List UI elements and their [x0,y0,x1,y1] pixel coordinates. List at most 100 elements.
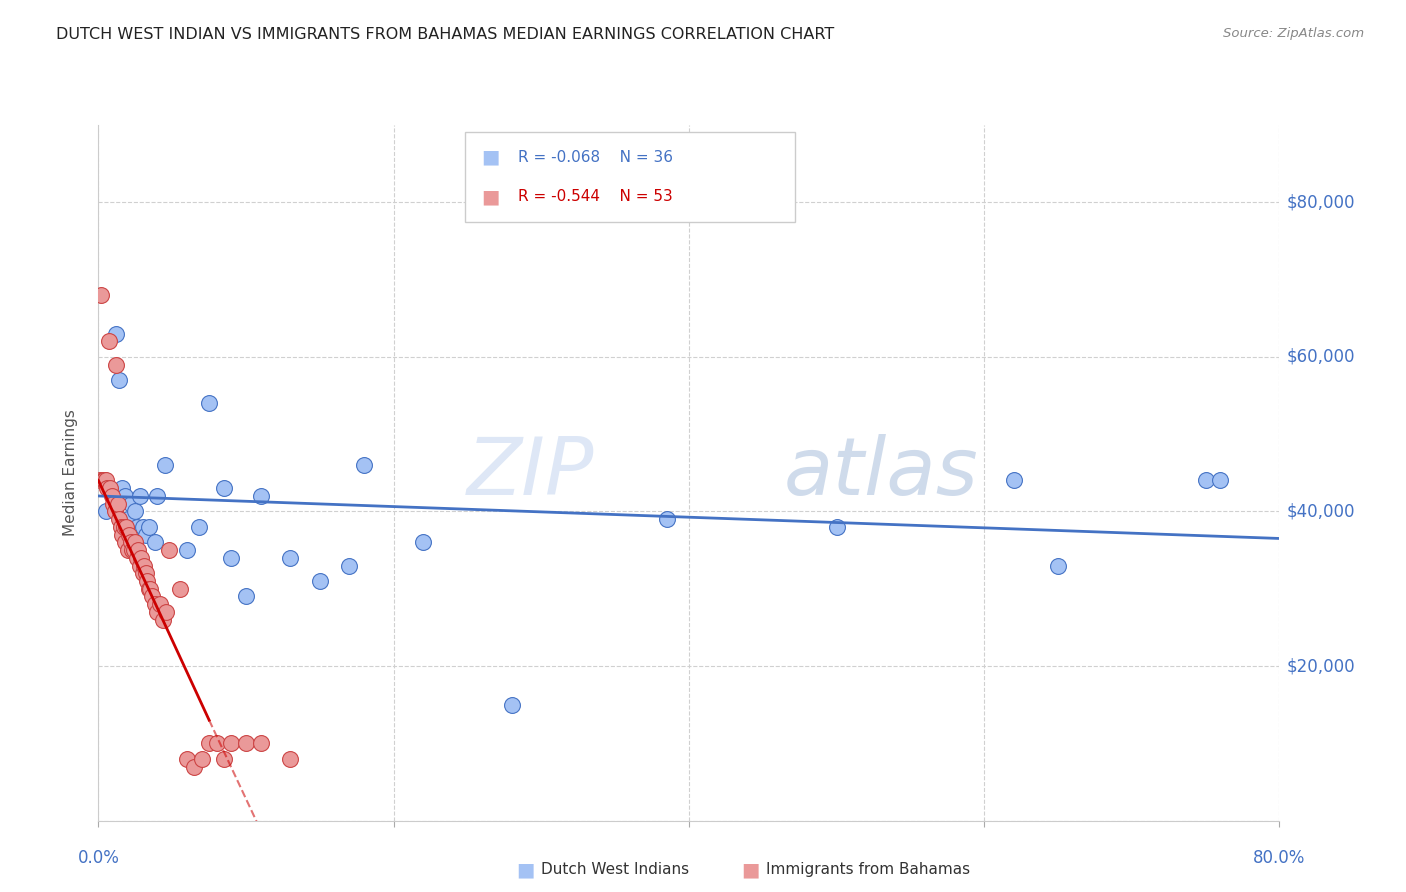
Point [157,543,180,558]
Point [212,481,235,495]
Point [153,458,176,472]
Point [121,543,143,558]
Point [152,613,174,627]
Point [124,504,146,518]
Point [111,527,134,541]
Point [250,736,273,750]
Point [117,512,139,526]
Point [104,504,127,518]
Point [127,543,149,558]
Text: $40,000: $40,000 [1286,502,1355,520]
Point [114,535,136,549]
Point [111,481,134,495]
Point [139,582,162,596]
Point [141,590,163,604]
Point [90,288,112,302]
Text: ■: ■ [481,148,499,167]
Point [110,520,132,534]
Point [412,535,434,549]
Point [108,512,131,526]
Text: $60,000: $60,000 [1286,348,1355,366]
Point [1002,474,1025,488]
Point [135,527,157,541]
Point [183,759,205,773]
Text: 80.0%: 80.0% [1253,849,1306,867]
Point [129,550,152,565]
Point [96,481,118,495]
Point [132,566,155,581]
Point [205,736,228,750]
Point [169,582,191,596]
Text: ZIP: ZIP [467,434,595,512]
Point [155,605,177,619]
Point [250,489,273,503]
Point [117,543,139,558]
Point [122,527,145,541]
Point [353,458,375,472]
Text: Dutch West Indians: Dutch West Indians [541,863,689,877]
Point [1209,474,1232,488]
Point [187,520,209,534]
Point [134,558,156,573]
Point [143,535,166,549]
Point [97,334,120,349]
Point [501,698,523,712]
Point [89,474,111,488]
Text: $80,000: $80,000 [1286,194,1355,211]
Point [105,326,128,341]
Point [94,504,117,518]
Point [825,520,848,534]
Point [122,543,145,558]
Point [146,605,169,619]
Text: ■: ■ [481,187,499,206]
Point [120,497,142,511]
Text: 0.0%: 0.0% [77,849,120,867]
Point [212,752,235,766]
Text: $20,000: $20,000 [1286,657,1355,675]
Point [235,590,257,604]
Point [655,512,678,526]
Point [98,481,121,495]
Point [107,497,129,511]
Text: R = -0.068    N = 36: R = -0.068 N = 36 [517,150,673,165]
Point [105,358,128,372]
Point [278,550,302,565]
Point [132,520,155,534]
Point [176,543,198,558]
Point [138,520,160,534]
Text: R = -0.544    N = 53: R = -0.544 N = 53 [517,189,672,204]
Point [138,582,160,596]
Point [149,597,172,611]
Point [135,566,157,581]
Point [1195,474,1218,488]
Point [219,550,242,565]
Point [125,550,148,565]
Point [198,736,221,750]
Point [309,574,332,588]
Text: Source: ZipAtlas.com: Source: ZipAtlas.com [1223,27,1364,40]
Text: ■: ■ [741,860,759,880]
Point [198,396,221,410]
Point [120,535,142,549]
Point [103,497,125,511]
Point [124,535,146,549]
Point [1046,558,1069,573]
Point [93,474,115,488]
Text: atlas: atlas [783,434,979,512]
Text: DUTCH WEST INDIAN VS IMMIGRANTS FROM BAHAMAS MEDIAN EARNINGS CORRELATION CHART: DUTCH WEST INDIAN VS IMMIGRANTS FROM BAH… [56,27,835,42]
Point [136,574,159,588]
Point [94,474,117,488]
Point [125,520,148,534]
Point [235,736,257,750]
Point [219,736,242,750]
Point [118,527,141,541]
Point [108,373,131,387]
Point [91,474,114,488]
Point [191,752,214,766]
Point [115,520,138,534]
Point [128,558,150,573]
Point [337,558,360,573]
Point [114,489,136,503]
Text: Immigrants from Bahamas: Immigrants from Bahamas [766,863,970,877]
Point [278,752,302,766]
